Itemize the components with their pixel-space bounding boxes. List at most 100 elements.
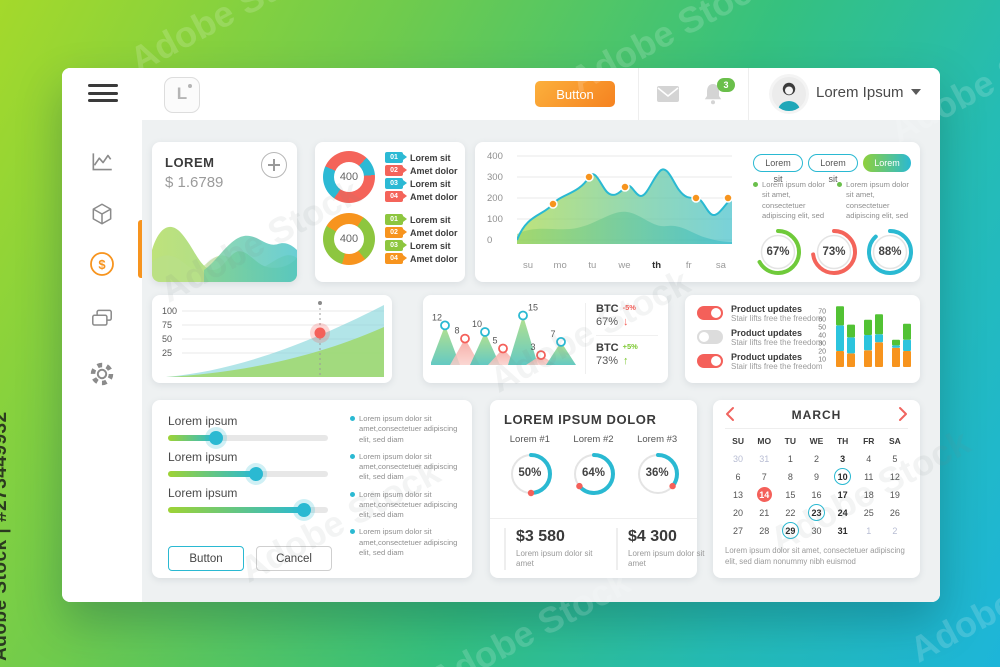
sidebar-item-finance[interactable]: $ <box>84 246 120 282</box>
svg-text:60: 60 <box>818 317 826 324</box>
mail-icon[interactable] <box>656 85 680 108</box>
x-axis-tick: sa <box>715 260 726 271</box>
calendar-day[interactable]: 27 <box>733 525 744 536</box>
slider-label: Lorem ipsum <box>168 486 238 500</box>
calendar-day[interactable]: 19 <box>889 489 900 500</box>
calendar-day-header: FR <box>863 436 875 446</box>
filter-button[interactable]: Lorem sit <box>808 154 858 184</box>
filter-buttons: Lorem sit Lorem sit Lorem sit <box>753 154 911 186</box>
slider-thumb[interactable] <box>249 467 263 481</box>
calendar-day[interactable]: 13 <box>733 489 744 500</box>
calendar-day[interactable]: 15 <box>785 489 796 500</box>
calendar-day[interactable]: 1 <box>866 525 872 536</box>
button-button[interactable]: Button <box>168 546 244 571</box>
calendar-day[interactable]: 10 <box>830 468 856 485</box>
calendar-day[interactable]: 7 <box>761 471 767 482</box>
calendar-day[interactable]: 11 <box>864 471 874 482</box>
peaks-chart: 12 8 10 5 15 3 7 <box>430 301 591 374</box>
calendar-day[interactable]: 2 <box>813 453 819 464</box>
y-axis-tick: 100 <box>487 214 503 225</box>
header-action-button[interactable]: Button <box>535 81 615 107</box>
next-month-button[interactable] <box>894 406 910 422</box>
calendar-day[interactable]: 25 <box>863 507 874 518</box>
svg-text:15: 15 <box>528 303 538 313</box>
calendar-day[interactable]: 5 <box>892 453 898 464</box>
slider-track[interactable] <box>168 503 328 517</box>
calendar-day[interactable]: 22 <box>785 507 796 518</box>
calendar-day[interactable]: 29 <box>777 522 803 539</box>
slider-track[interactable] <box>168 467 328 481</box>
calendar-day[interactable]: 17 <box>837 489 848 500</box>
toggle-switch[interactable] <box>697 306 723 320</box>
svg-text:$: $ <box>98 257 106 272</box>
hamburger-menu-icon[interactable] <box>88 84 118 104</box>
y-axis-tick: 400 <box>487 151 503 162</box>
y-axis-tick: 0 <box>487 235 493 246</box>
add-button[interactable] <box>261 152 287 178</box>
calendar-day[interactable]: 14 <box>751 486 777 503</box>
calendar-day[interactable]: 8 <box>787 471 793 482</box>
legend-tag: 01 <box>385 214 407 225</box>
toggle-switch[interactable] <box>697 354 723 368</box>
app-logo[interactable]: L <box>164 77 200 113</box>
calendar-day[interactable]: 24 <box>837 507 848 518</box>
content-area: LOREM $ 1.6789 400 01 Lorem sit 02 Amet dolo… <box>142 120 940 602</box>
calendar-day[interactable]: 20 <box>733 507 744 518</box>
layers-icon <box>92 309 112 326</box>
slider-track[interactable] <box>168 431 328 445</box>
progress-ring: 88% <box>865 227 915 277</box>
calendar-day[interactable]: 16 <box>811 489 822 500</box>
legend-label: Lorem sit <box>410 152 451 163</box>
calendar-day[interactable]: 30 <box>811 525 822 536</box>
slider-thumb[interactable] <box>209 431 223 445</box>
filter-button[interactable]: Lorem sit <box>753 154 803 184</box>
weekly-notes: Lorem ipsum dolor sit amet, consectetuer… <box>753 180 911 221</box>
calendar-day-header: MO <box>757 436 772 446</box>
toggle-list: Product updates Stair lifts free the free… <box>697 304 832 376</box>
calendar-day[interactable]: 28 <box>759 525 770 536</box>
logo-letter: L <box>176 84 188 103</box>
calendar-day[interactable]: 26 <box>889 507 900 518</box>
stacked-bar-chart: 70 60 50 40 30 20 10 <box>812 301 914 378</box>
filter-button[interactable]: Lorem sit <box>863 154 911 186</box>
sidebar-item-cards[interactable] <box>84 300 120 336</box>
calendar-day[interactable]: 3 <box>840 453 846 464</box>
header-divider <box>638 68 639 120</box>
slider-thumb[interactable] <box>297 503 311 517</box>
toggle-title: Product updates <box>731 304 803 314</box>
cube-icon <box>92 203 112 225</box>
calendar-day[interactable]: 23 <box>803 504 829 521</box>
calendar-day[interactable]: 12 <box>889 471 900 482</box>
svg-text:20: 20 <box>818 349 826 356</box>
sidebar-item-analytics[interactable] <box>84 144 120 180</box>
calendar-day[interactable]: 18 <box>863 489 874 500</box>
calendar-day[interactable]: 31 <box>837 525 848 536</box>
calendar-day[interactable]: 1 <box>787 453 793 464</box>
legend-tag: 01 <box>385 152 407 163</box>
slider-row: Lorem ipsum <box>168 486 338 517</box>
calendar-day[interactable]: 30 <box>733 453 744 464</box>
calendar-day[interactable]: 31 <box>759 453 770 464</box>
toggle-switch[interactable] <box>697 330 723 344</box>
user-menu[interactable]: Lorem Ipsum <box>816 84 921 101</box>
svg-text:10: 10 <box>818 357 826 364</box>
calendar-day-header: TH <box>836 436 849 446</box>
legend-tag: 02 <box>385 165 407 176</box>
calendar-day[interactable]: 9 <box>813 471 819 482</box>
calendar-day[interactable]: 21 <box>759 507 770 518</box>
sidebar-active-indicator <box>138 220 142 278</box>
svg-text:12: 12 <box>432 312 442 322</box>
header-divider <box>748 68 749 120</box>
user-avatar[interactable] <box>772 77 806 111</box>
slider-row: Lorem ipsum <box>168 414 338 445</box>
legend-label: Lorem sit <box>410 240 451 251</box>
calendar-day[interactable]: 2 <box>892 525 898 536</box>
cancel-button[interactable]: Cancel <box>256 546 332 571</box>
legend-label: Amet dolor <box>410 165 458 176</box>
calendar-day[interactable]: 6 <box>735 471 741 482</box>
sidebar-item-products[interactable] <box>84 196 120 232</box>
arrow-down-icon: ↓ <box>623 316 629 328</box>
prev-month-button[interactable] <box>723 406 739 422</box>
sidebar-item-settings[interactable] <box>84 356 120 392</box>
calendar-day[interactable]: 4 <box>866 453 872 464</box>
